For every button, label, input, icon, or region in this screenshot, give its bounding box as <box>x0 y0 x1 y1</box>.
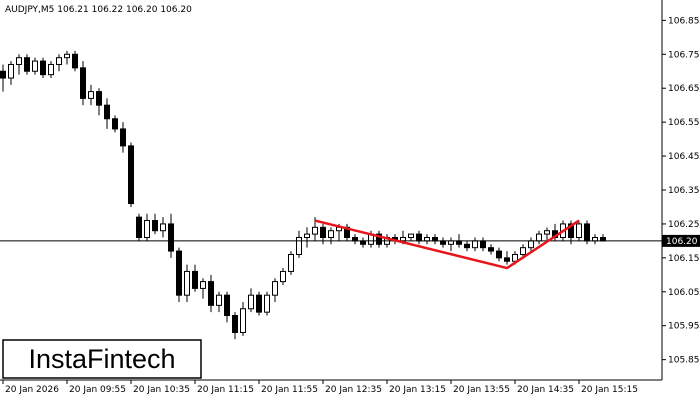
candle-body <box>520 247 526 255</box>
y-tick-label: 106.65 <box>668 84 700 94</box>
candle-body <box>512 253 518 262</box>
candle-body <box>16 57 22 65</box>
candle-body <box>248 294 254 310</box>
candle-body <box>72 53 78 69</box>
candle-body <box>568 223 574 239</box>
y-tick-label: 106.85 <box>668 16 700 26</box>
candle-body <box>376 233 382 245</box>
candle-body <box>264 294 270 313</box>
x-tick-label: 20 Jan 09:55 <box>69 385 126 395</box>
x-tick-label: 20 Jan 13:55 <box>453 385 510 395</box>
candle-body <box>200 281 206 289</box>
candle-body <box>584 223 590 242</box>
y-tick-label: 106.75 <box>668 50 700 60</box>
candle-body <box>496 250 502 259</box>
candle-body <box>152 220 158 232</box>
chart-title: AUDJPY,M5 106.21 106.22 106.20 106.20 <box>5 5 192 15</box>
candle-body <box>312 226 318 235</box>
candle-body <box>56 57 62 65</box>
candle-body <box>592 237 598 242</box>
candle-body <box>112 118 118 130</box>
y-tick-label: 106.05 <box>668 288 700 298</box>
x-tick-label: 20 Jan 10:35 <box>133 385 190 395</box>
candle-body <box>120 128 126 147</box>
candle-body <box>424 237 430 242</box>
y-tick-label: 106.15 <box>668 254 700 264</box>
candle-body <box>576 223 582 239</box>
candle-body <box>320 226 326 238</box>
candle-body <box>80 67 86 99</box>
candle-body <box>192 270 198 289</box>
candle-body <box>232 315 238 333</box>
logo-box <box>2 339 202 379</box>
candle-body <box>240 308 246 333</box>
candle-body <box>96 91 102 106</box>
candle-body <box>288 253 294 272</box>
candle-body <box>128 145 134 205</box>
logo: InstaFintech <box>28 344 175 374</box>
y-tick-label: 105.95 <box>668 322 700 332</box>
candle-body <box>64 53 70 59</box>
candle-body <box>416 233 422 242</box>
price-label: 106.20 <box>666 237 698 247</box>
candle-body <box>544 230 550 235</box>
x-tick-label: 20 Jan 11:15 <box>197 385 254 395</box>
candle-body <box>224 294 230 317</box>
candle-body <box>8 63 14 79</box>
candle-body <box>504 257 510 262</box>
candle-body <box>400 237 406 242</box>
y-tick-label: 106.45 <box>668 152 700 162</box>
candle-body <box>40 60 46 76</box>
candle-body <box>208 281 214 306</box>
candle-body <box>104 104 110 120</box>
candle-body <box>280 270 286 283</box>
x-tick-label: 20 Jan 2026 <box>5 385 59 395</box>
candle-body <box>304 233 310 239</box>
candle-body <box>256 294 262 313</box>
candle-body <box>216 294 222 306</box>
candle-body <box>176 250 182 296</box>
candle-body <box>360 240 366 245</box>
candle-body <box>464 243 470 249</box>
candle-body <box>536 233 542 242</box>
candle-body <box>488 247 494 252</box>
price-label-box <box>662 234 700 247</box>
candle-body <box>456 240 462 245</box>
x-tick-label: 20 Jan 15:15 <box>581 385 638 395</box>
candle-body <box>184 270 190 296</box>
candle-body <box>168 223 174 252</box>
candle-body <box>480 240 486 249</box>
candle-body <box>528 240 534 249</box>
candle-body <box>408 233 414 239</box>
candle-body <box>328 230 334 238</box>
x-tick-label: 20 Jan 11:55 <box>261 385 318 395</box>
candle-body <box>48 63 54 76</box>
y-tick-label: 106.55 <box>668 118 700 128</box>
candle-body <box>88 91 94 99</box>
candle-body <box>136 216 142 238</box>
candle-body <box>440 240 446 245</box>
y-tick-label: 106.25 <box>668 220 700 230</box>
candle-body <box>32 60 38 72</box>
x-tick-label: 20 Jan 14:35 <box>517 385 574 395</box>
candle-body <box>24 57 30 72</box>
pattern-line <box>314 219 580 270</box>
candle-body <box>296 237 302 255</box>
candle-body <box>448 240 454 245</box>
candle-body <box>432 237 438 242</box>
y-tick-label: 106.35 <box>668 186 700 196</box>
candle-body <box>600 237 606 242</box>
candle-body <box>472 240 478 249</box>
candle-body <box>160 223 166 232</box>
x-tick-label: 20 Jan 12:35 <box>325 385 382 395</box>
candle-body <box>352 237 358 242</box>
candle-body <box>144 220 150 239</box>
candle-body <box>272 281 278 296</box>
x-tick-label: 20 Jan 13:15 <box>389 385 446 395</box>
candle-body <box>0 70 6 79</box>
y-tick-label: 105.85 <box>668 356 700 366</box>
